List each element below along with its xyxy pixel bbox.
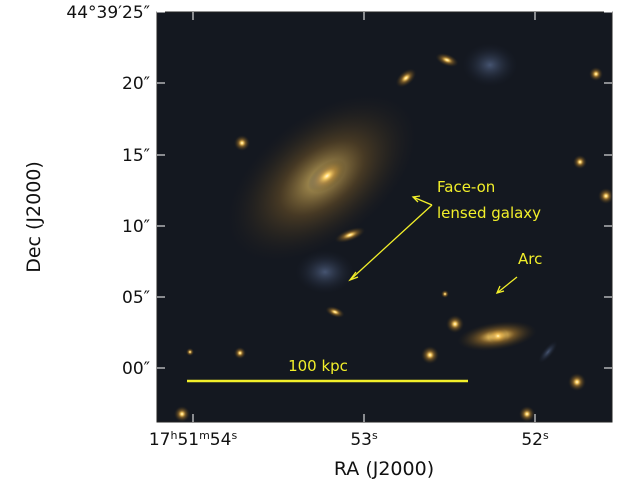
y-tick-label: 10″ (122, 217, 150, 237)
annotation: Face-on (437, 178, 495, 196)
annotation: Arc (518, 250, 542, 268)
arrows (348, 195, 518, 295)
y-tick-label: 05″ (122, 288, 150, 308)
y-tick-label: 44°39′25″ (66, 3, 150, 23)
x-tick-part: s (543, 429, 549, 442)
y-tick-label: 15″ (122, 146, 150, 166)
y-axis-label: Dec (J2000) (23, 161, 45, 273)
x-tick-part: 54 (210, 430, 232, 450)
x-tick-part: 53 (350, 430, 372, 450)
x-tick-label: 17h51m54s (149, 429, 238, 451)
x-axis-label: RA (J2000) (334, 458, 434, 480)
scale-bar-label: 100 kpc (288, 357, 348, 375)
frame (156, 11, 613, 423)
sky-image (157, 12, 612, 422)
x-tick-part: 17 (149, 430, 171, 450)
y-tick-label: 00″ (122, 359, 150, 379)
x-tick-part: m (199, 429, 210, 442)
x-tick-part: 51 (177, 430, 199, 450)
y-tick-label: 20″ (122, 74, 150, 94)
x-tick-part: 52 (521, 430, 543, 450)
annotation: lensed galaxy (437, 204, 541, 222)
x-tick-part: s (231, 429, 237, 442)
x-tick-label: 52s (521, 429, 549, 451)
x-tick-part: h (170, 429, 177, 442)
x-tick-part: s (372, 429, 378, 442)
x-tick-label: 53s (350, 429, 378, 451)
